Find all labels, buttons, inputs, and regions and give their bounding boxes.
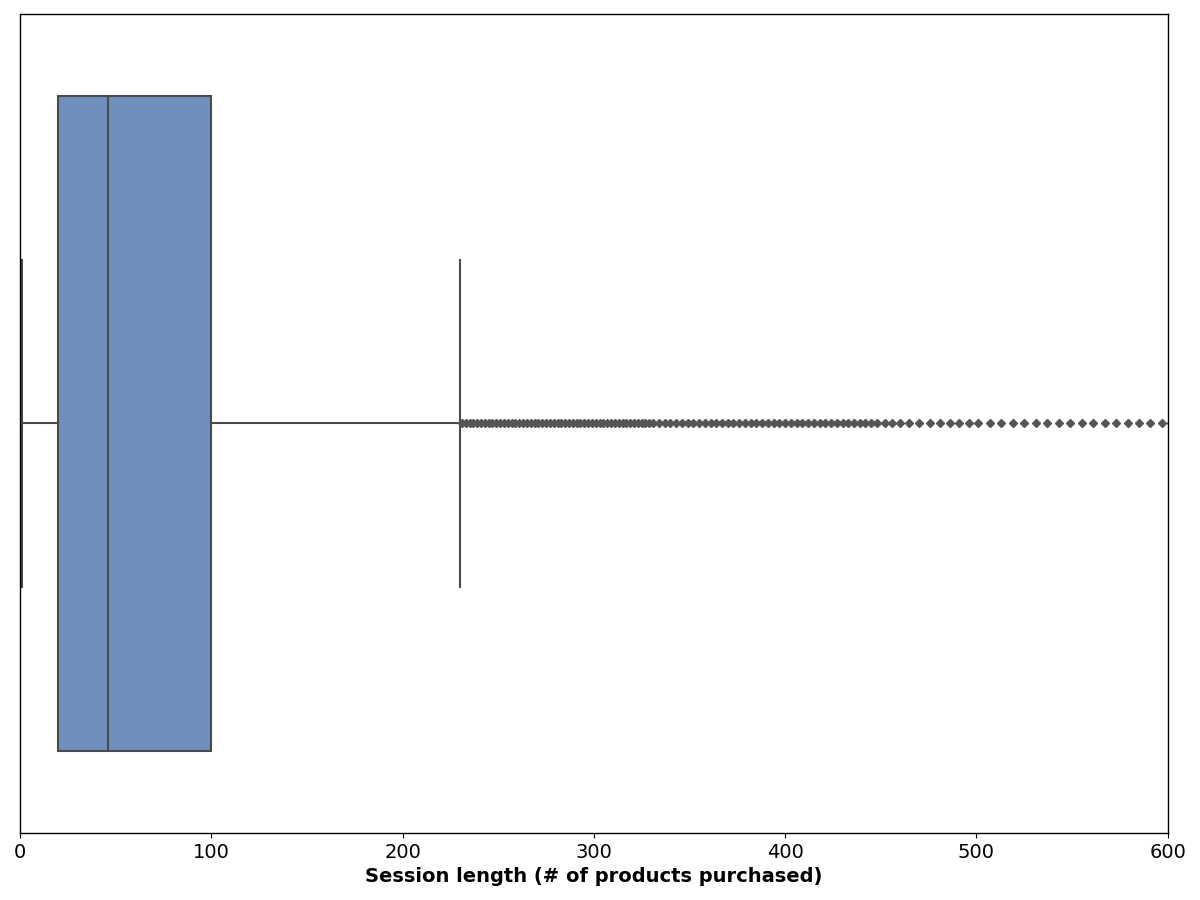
X-axis label: Session length (# of products purchased): Session length (# of products purchased) (365, 867, 822, 886)
PathPatch shape (59, 95, 211, 751)
